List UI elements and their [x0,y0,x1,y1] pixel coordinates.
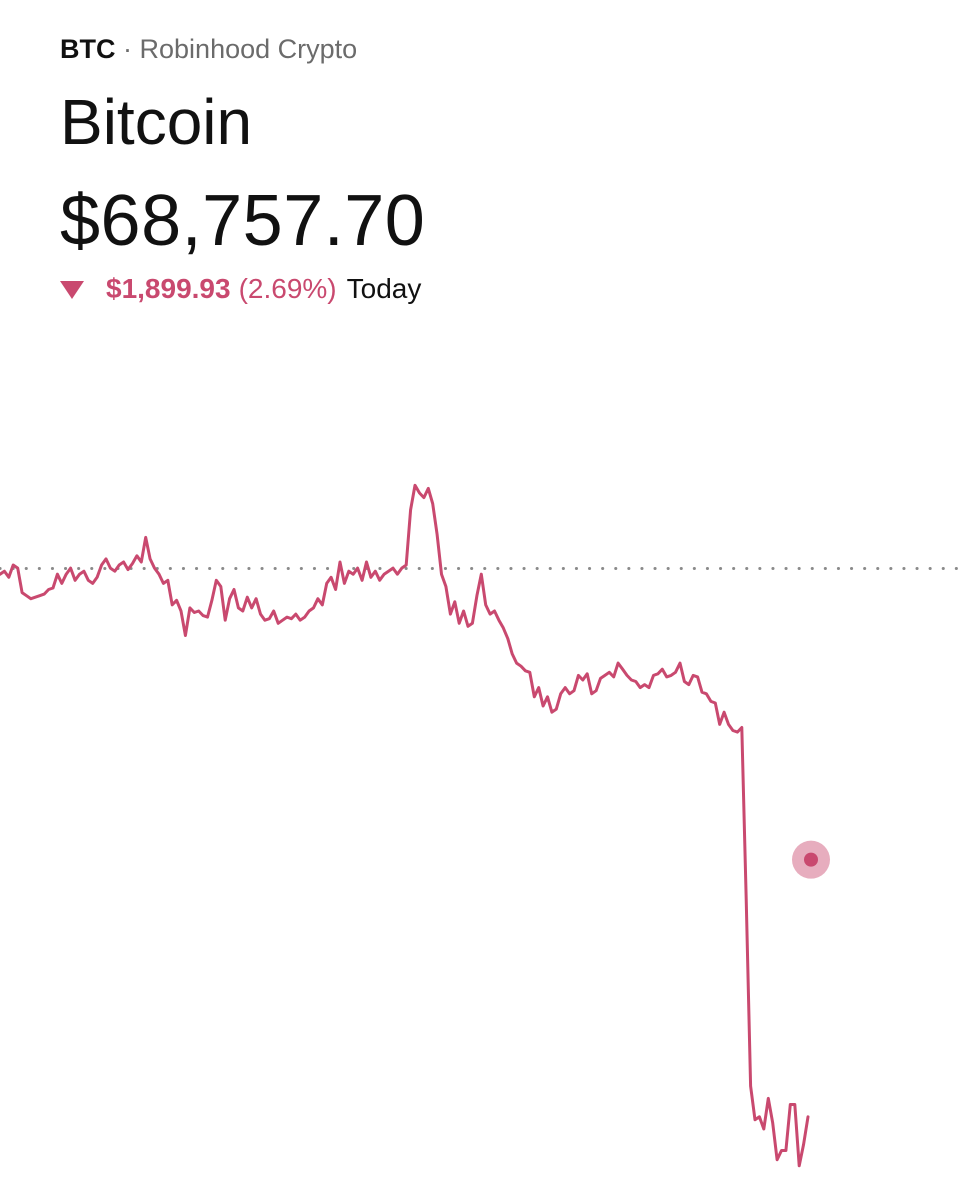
price-change-row: $1,899.93 (2.69%) Today [60,269,940,309]
asset-subtitle: BTC · Robinhood Crypto [60,30,940,68]
subtitle-separator: · [123,34,133,64]
ticker-symbol: BTC [60,34,116,64]
down-arrow-icon [60,281,84,299]
current-price: $68,757.70 [60,181,426,261]
asset-header: BTC · Robinhood Crypto Bitcoin $68,757.7… [60,30,940,309]
price-series-line[interactable] [0,483,810,1168]
exchange-name: Robinhood Crypto [139,34,358,64]
change-period: Today [346,273,422,304]
asset-title: Bitcoin [60,86,253,158]
change-percent: (2.69%) [238,273,337,304]
change-amount: $1,899.93 [106,273,231,304]
current-price-marker[interactable] [804,852,818,867]
